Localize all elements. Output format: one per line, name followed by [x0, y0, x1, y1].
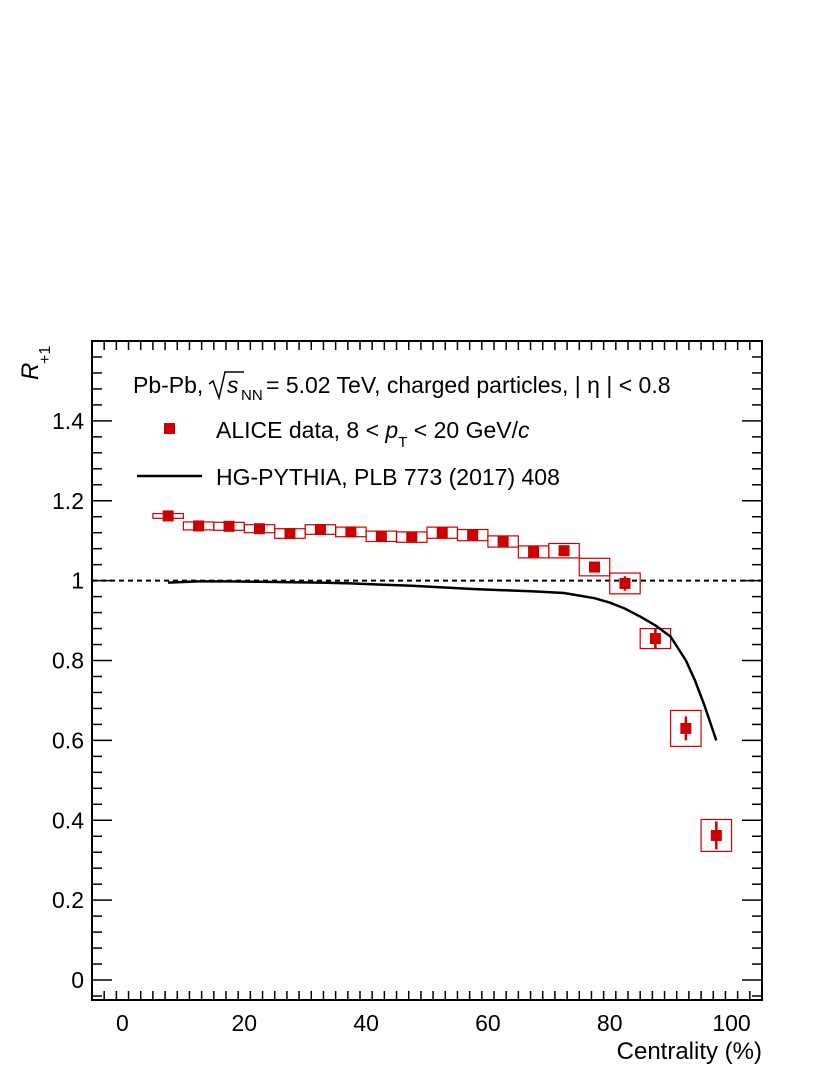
x-tick-label: 80 [597, 1010, 623, 1036]
sys-error-box [700, 818, 733, 853]
sys-error-box [548, 542, 580, 559]
data-point [162, 510, 174, 522]
sys-error-box [456, 528, 489, 542]
data-point [193, 520, 205, 532]
data-point [375, 530, 387, 542]
legend-alice-var: p [384, 417, 398, 443]
y-tick-label: 1 [71, 568, 84, 594]
plot-frame [91, 340, 763, 1001]
legend-alice-pre: ALICE data, 8 < [216, 417, 385, 443]
sys-error-box [487, 535, 519, 548]
theory-curve [168, 580, 718, 741]
data-point [619, 577, 631, 589]
data-point [467, 529, 479, 541]
legend-alice-label: ALICE data, 8 < pT < 20 GeV/c [216, 417, 530, 451]
y-tick-label: 0 [71, 967, 84, 993]
x-tick-label: 60 [475, 1010, 501, 1036]
x-axis-title: Centrality (%) [617, 1038, 762, 1065]
sys-error-box [609, 572, 641, 595]
data-point [314, 524, 326, 536]
systematic-boxes [152, 512, 733, 853]
y-tick-label: 0.8 [52, 648, 84, 674]
header-sqrt-var: s [227, 372, 239, 398]
legend-alice-unit: c [518, 417, 530, 443]
header-part1: Pb-Pb, [133, 372, 203, 398]
data-point [406, 531, 418, 543]
tick-labels: 0 20 40 60 80 100 0 0.2 0.4 0.6 0.8 1 1.2 1.4 [52, 408, 751, 1036]
data-point [223, 520, 235, 532]
legend-marker-alice [164, 423, 175, 434]
x-tick-label: 100 [712, 1010, 750, 1036]
legend-alice-post: < 20 GeV/ [407, 417, 518, 443]
header-part2: = 5.02 TeV, charged particles, | η | < 0… [266, 372, 671, 398]
legend-theory-label: HG-PYTHIA, PLB 773 (2017) 408 [216, 464, 560, 490]
legend: ALICE data, 8 < pT < 20 GeV/c HG-PYTHIA,… [137, 417, 560, 490]
sqrt-symbol [208, 371, 244, 401]
header-sqrt-sub: NN [241, 387, 263, 404]
data-point [710, 829, 722, 841]
y-tick-label: 1.4 [52, 408, 84, 434]
y-tick-label: 0.2 [52, 887, 84, 913]
sys-error-box [670, 709, 702, 747]
x-tick-label: 20 [231, 1010, 257, 1036]
y-axis-title-sub: +1 [37, 346, 54, 364]
data-point [589, 561, 600, 573]
sys-error-box [578, 557, 611, 577]
theory-curve-layer [168, 580, 718, 741]
data-point [284, 528, 296, 540]
y-axis-title-main: R [17, 363, 44, 380]
data-point [649, 633, 661, 645]
data-point [680, 722, 692, 734]
data-point [558, 545, 570, 557]
data-point [436, 527, 448, 539]
x-tick-label: 0 [116, 1010, 129, 1036]
plot-header: Pb-Pb, s NN = 5.02 TeV, charged particle… [133, 371, 671, 404]
data-point [497, 535, 509, 547]
data-point [528, 546, 540, 558]
x-tick-label: 40 [353, 1010, 379, 1036]
data-point [254, 523, 265, 535]
y-axis-title: R +1 [17, 346, 54, 380]
data-point [345, 526, 357, 538]
y-tick-label: 1.2 [52, 488, 84, 514]
data-points [162, 510, 722, 850]
y-tick-label: 0.6 [52, 727, 84, 753]
legend-alice-sub: T [398, 434, 407, 451]
y-tick-label: 0.4 [52, 807, 84, 833]
